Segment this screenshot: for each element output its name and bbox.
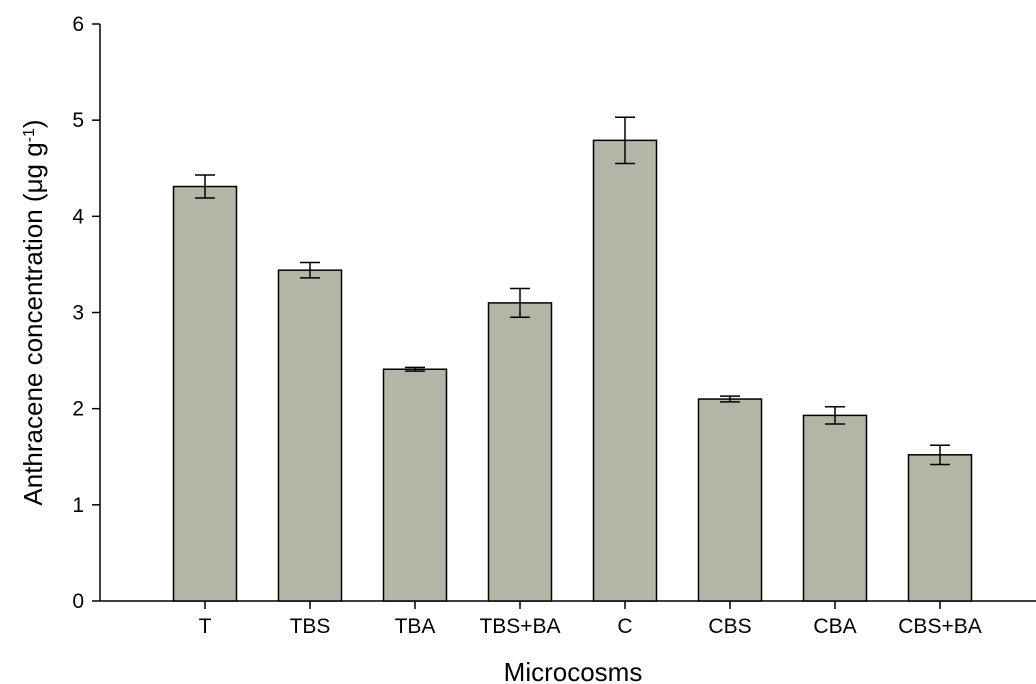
- bar-tba: [382, 368, 448, 602]
- y-tick-label: 0: [72, 590, 84, 613]
- x-tick-label: C: [617, 615, 632, 638]
- y-tick-label: 1: [72, 494, 84, 517]
- bar-tbs: [277, 269, 343, 602]
- bar-c: [592, 139, 658, 602]
- axes: [99, 24, 1036, 602]
- x-axis-title: Microcosms: [504, 657, 643, 684]
- x-tick-label: TBA: [395, 615, 436, 638]
- bar-tbs-plus-ba: [487, 302, 553, 602]
- x-tick-label: TBS: [290, 615, 331, 638]
- bar-cba: [802, 414, 868, 602]
- y-tick-label: 4: [72, 205, 84, 228]
- x-tick-label: CBS: [708, 615, 751, 638]
- bar-cbs: [697, 398, 763, 602]
- y-axis-title-superscript: -1: [21, 128, 38, 142]
- x-ticks: T TBS TBA TBS+BA C CBS CBA CBS+BA: [199, 601, 982, 638]
- x-tick-label: CBA: [813, 615, 856, 638]
- bar-cbs-plus-ba: [907, 454, 973, 602]
- y-tick-label: 2: [72, 398, 84, 421]
- bars: [172, 116, 973, 602]
- x-tick-label: T: [199, 615, 212, 638]
- y-axis-title: Anthracene concentration (μg g-1): [18, 119, 48, 505]
- y-axis-title-main: Anthracene concentration (μg g: [18, 142, 48, 505]
- y-tick-label: 6: [72, 13, 84, 36]
- x-tick-label: CBS+BA: [898, 615, 981, 638]
- y-axis-title-end: ): [18, 119, 48, 128]
- y-ticks: 0 1 2 3 4 5 6: [72, 13, 100, 613]
- y-tick-label: 5: [72, 109, 84, 132]
- y-tick-label: 3: [72, 302, 84, 325]
- x-tick-label: TBS+BA: [479, 615, 560, 638]
- bar-t: [172, 185, 238, 602]
